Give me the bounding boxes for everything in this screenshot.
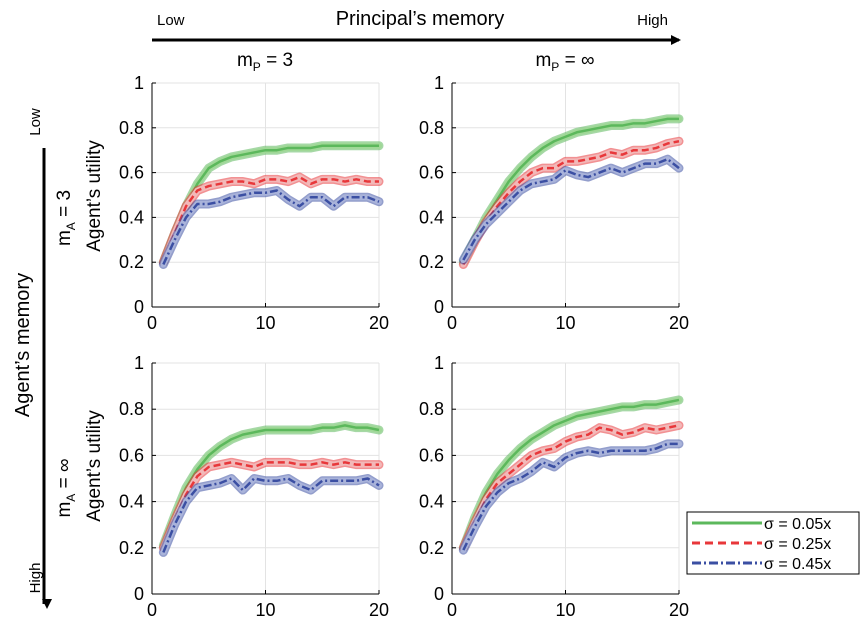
series-line-3: [462, 442, 679, 551]
x-tick-label: 0: [147, 313, 157, 333]
y-tick-label: 0.4: [119, 492, 144, 512]
y-tick-label: 0.6: [119, 163, 144, 183]
y-tick-label: 0.4: [119, 207, 144, 227]
y-tick-label: 0: [434, 297, 444, 317]
side-low-label: Low: [27, 108, 44, 136]
y-tick-label: 0.6: [119, 445, 144, 465]
chart-panel-4: 00.20.40.60.810 10 20: [419, 353, 689, 620]
y-tick-label: 0.2: [419, 252, 444, 272]
y-tick-label: 0: [434, 584, 444, 604]
series-line-1: [462, 117, 679, 263]
y-tick-label: 0.2: [119, 252, 144, 272]
y-tick-label: 0.6: [419, 445, 444, 465]
chart-panel-3: 00.20.40.60.810 10 20: [119, 353, 389, 620]
y-tick-label: 0: [134, 297, 144, 317]
x-tick-label: 10: [555, 313, 575, 333]
series-band-1: [458, 114, 684, 267]
column-header-1: mP = 3: [237, 50, 293, 74]
x-tick-label: 20: [669, 313, 689, 333]
side-high-label: High: [27, 563, 44, 594]
y-tick-label: 0.8: [419, 399, 444, 419]
series-line-2: [162, 461, 379, 549]
legend: σ = 0.05x σ = 0.25x σ = 0.45x: [686, 511, 860, 575]
x-tick-label: 10: [555, 600, 575, 620]
x-tick-label: 20: [369, 313, 389, 333]
y-tick-label: 0.8: [119, 399, 144, 419]
y-tick-label: 0.2: [119, 538, 144, 558]
series-line-3: [462, 157, 680, 261]
series-line-2: [462, 424, 680, 549]
series-line-1: [462, 398, 680, 549]
y-tick-label: 0.4: [419, 492, 444, 512]
header-high-label: High: [637, 12, 668, 29]
x-tick-label: 0: [147, 600, 157, 620]
legend-label-blue: σ = 0.45x: [764, 556, 831, 573]
y-tick-label: 1: [134, 73, 144, 93]
series-band-fill-1: [460, 115, 682, 266]
x-tick-label: 10: [255, 600, 275, 620]
header-title: Principal’s memory: [336, 8, 505, 30]
series-line-2: [162, 175, 379, 263]
x-tick-label: 20: [669, 600, 689, 620]
y-tick-label: 0.6: [419, 163, 444, 183]
y-tick-label: 0.2: [419, 538, 444, 558]
series-line-3: [162, 477, 380, 553]
series-line-1: [162, 144, 379, 263]
series-line-1: [162, 424, 380, 546]
row-label-1: mA = 3: [54, 190, 78, 246]
x-tick-label: 10: [255, 313, 275, 333]
series-line-3: [162, 189, 380, 265]
y-tick-label: 1: [434, 73, 444, 93]
legend-label-green: σ = 0.05x: [764, 516, 831, 533]
row-label-2: mA = ∞: [54, 458, 78, 517]
chart-panel-1: 00.20.40.60.810 10 20: [119, 73, 389, 333]
x-tick-label: 20: [369, 600, 389, 620]
y-tick-label: 1: [434, 353, 444, 373]
row-ylabel-1: Agent’s utility: [84, 140, 105, 252]
side-title: Agent’s memory: [12, 273, 34, 417]
y-tick-label: 0: [134, 584, 144, 604]
x-tick-label: 0: [447, 313, 457, 333]
column-header-2: mP = ∞: [535, 50, 594, 74]
row-ylabel-2: Agent’s utility: [84, 410, 105, 522]
series-band-fill-2: [160, 459, 382, 551]
series-line-2: [462, 140, 680, 266]
legend-label-red: σ = 0.25x: [764, 536, 831, 553]
header-low-label: Low: [157, 12, 185, 29]
y-tick-label: 0.8: [119, 118, 144, 138]
y-tick-label: 0.4: [419, 207, 444, 227]
x-tick-label: 0: [447, 600, 457, 620]
chart-panel-2: 00.20.40.60.810 10 20: [419, 73, 689, 333]
y-tick-label: 0.8: [419, 118, 444, 138]
y-tick-label: 1: [134, 353, 144, 373]
